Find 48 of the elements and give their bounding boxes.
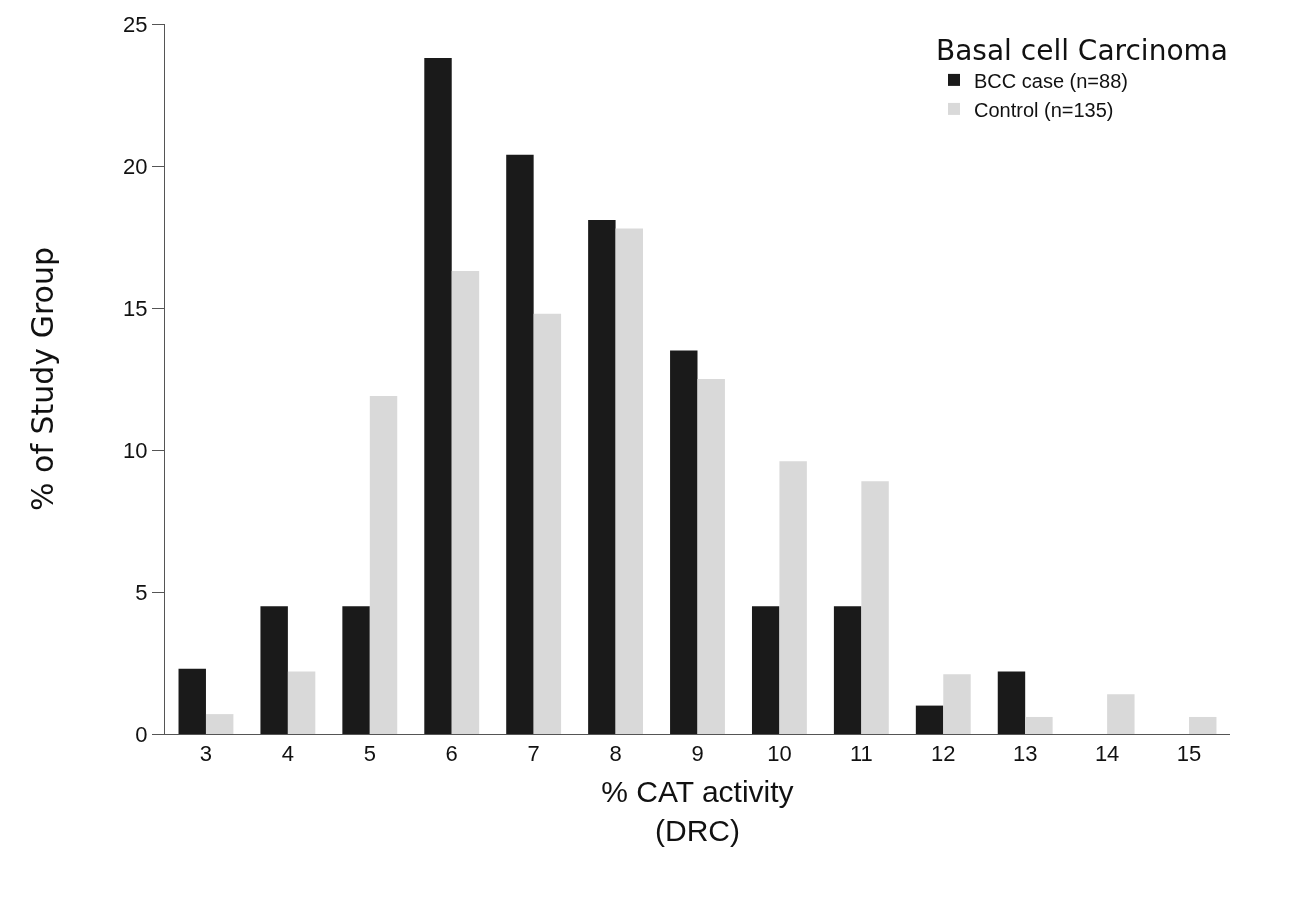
y-tick-label: 15 xyxy=(123,295,148,321)
bar xyxy=(1107,694,1135,734)
legend-label: Control (n=135) xyxy=(974,98,1114,121)
bar xyxy=(369,396,398,734)
legend-label: BCC case (n=88) xyxy=(974,69,1128,92)
bar xyxy=(943,674,971,734)
bar xyxy=(997,671,1026,734)
y-axis-title: % of Study Group xyxy=(25,247,61,511)
x-tick-label: 6 xyxy=(445,741,458,767)
bar xyxy=(178,668,206,734)
x-tick-label: 4 xyxy=(281,741,295,767)
bar xyxy=(506,154,534,734)
x-tick-label: 7 xyxy=(527,741,540,767)
bar xyxy=(833,606,862,734)
bar xyxy=(205,714,234,734)
x-tick-label: 15 xyxy=(1176,741,1202,767)
y-tick-label: 5 xyxy=(135,579,148,605)
bar xyxy=(424,58,452,734)
bar xyxy=(915,705,944,734)
bar xyxy=(588,219,616,734)
bar xyxy=(1189,716,1217,734)
x-tick-label: 5 xyxy=(363,741,376,767)
bar xyxy=(697,379,725,734)
bar xyxy=(861,481,889,734)
y-tick-label: 10 xyxy=(123,437,148,463)
x-tick-label: 14 xyxy=(1094,741,1120,767)
bar xyxy=(1025,716,1053,734)
bar xyxy=(533,313,562,734)
bar xyxy=(779,461,807,734)
bar xyxy=(670,350,698,734)
x-tick-label: 9 xyxy=(691,741,704,767)
x-tick-label: 10 xyxy=(767,741,792,767)
bar xyxy=(287,671,316,734)
bar xyxy=(451,271,480,734)
x-tick-label: 11 xyxy=(849,741,873,767)
y-tick-label: 20 xyxy=(123,153,148,179)
x-tick-label: 8 xyxy=(609,741,622,767)
x-tick-label: 13 xyxy=(1012,741,1038,767)
legend-title: Basal cell Carcinoma xyxy=(936,34,1228,68)
bar xyxy=(751,606,780,734)
bar xyxy=(260,606,288,734)
bar xyxy=(342,606,370,734)
x-tick-label: 3 xyxy=(199,741,213,767)
y-tick-label: 0 xyxy=(135,721,148,747)
x-tick-label: 12 xyxy=(931,741,956,767)
bar xyxy=(615,228,644,734)
y-tick-label: 25 xyxy=(123,11,148,37)
x-axis-title: % CAT activity (DRC) xyxy=(601,774,794,847)
